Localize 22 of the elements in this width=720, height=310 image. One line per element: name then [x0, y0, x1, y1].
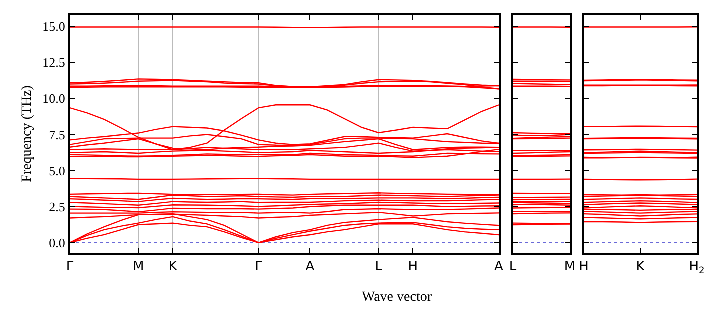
x-tick-label: L — [509, 260, 518, 275]
x-tick-label: M — [564, 260, 576, 275]
x-tick-label: K — [636, 260, 646, 275]
x-tick-label: Γ — [66, 260, 74, 275]
y-axis-title: Frequency (THz) — [20, 85, 35, 182]
x-tick-label: L — [375, 260, 384, 275]
x-tick-label: Γ — [255, 260, 264, 275]
x-tick-label: A — [306, 260, 315, 275]
x-tick-label: A — [494, 260, 504, 275]
x-tick-label: H$_{2}$ — [689, 260, 705, 276]
x-axis-title: Wave vector — [362, 290, 432, 305]
x-tick-label: H — [579, 260, 589, 275]
x-tick-label: H — [408, 260, 418, 275]
y-tick-label: 5.0 — [49, 163, 66, 178]
y-tick-label: 0.0 — [49, 235, 66, 250]
x-tick-label: K — [168, 260, 178, 275]
y-tick-label: 10.0 — [42, 91, 66, 106]
y-tick-label: 15.0 — [42, 19, 66, 34]
y-tick-label: 12.5 — [42, 55, 66, 70]
x-tick-label: M — [133, 260, 144, 275]
y-tick-label: 7.5 — [49, 127, 66, 142]
y-tick-label: 2.5 — [49, 199, 66, 214]
